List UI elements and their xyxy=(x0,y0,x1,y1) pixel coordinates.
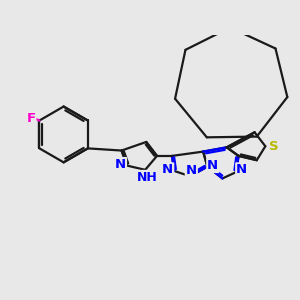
Text: N: N xyxy=(236,164,247,176)
Text: N: N xyxy=(207,159,218,172)
Text: N: N xyxy=(115,158,126,171)
Text: S: S xyxy=(269,140,279,153)
Text: N: N xyxy=(162,164,173,176)
Text: NH: NH xyxy=(137,171,158,184)
Text: F: F xyxy=(26,112,35,125)
Text: N: N xyxy=(186,164,197,177)
